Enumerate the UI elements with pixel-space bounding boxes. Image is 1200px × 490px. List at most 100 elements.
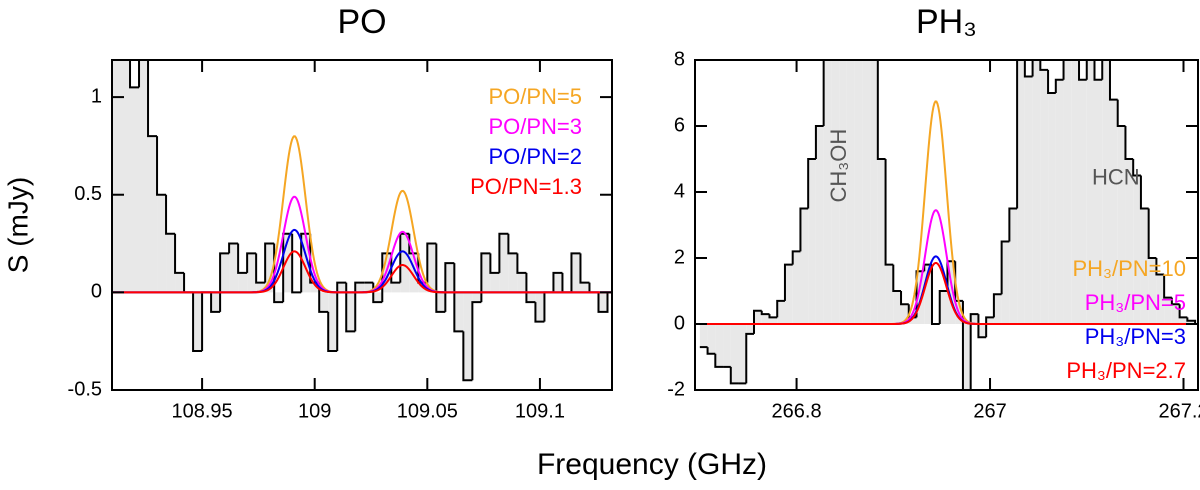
spectrum-step xyxy=(1093,60,1103,81)
spectrum-fill xyxy=(535,292,545,322)
spectrum-step xyxy=(228,242,239,254)
spectrum-fill xyxy=(1094,79,1103,324)
spectrum-fill xyxy=(526,292,536,303)
spectrum-fill xyxy=(481,253,491,293)
spectrum-step xyxy=(1016,60,1019,209)
spectrum-fill xyxy=(730,324,739,384)
spectrum-fill xyxy=(1109,99,1118,324)
spectrum-fill xyxy=(427,243,437,293)
spectrum-fill xyxy=(1063,60,1072,324)
spectrum-fill xyxy=(508,253,518,293)
spectrum-fill xyxy=(715,324,724,367)
spectrum-step xyxy=(1132,159,1141,177)
spectrum-step xyxy=(345,282,356,333)
spectrum-step xyxy=(543,291,554,322)
spectrum-step xyxy=(900,291,909,306)
spectrum-step xyxy=(318,282,329,313)
legend-label: PO/PN=3 xyxy=(488,114,582,139)
spectrum-fill xyxy=(1187,320,1196,324)
spectrum-step xyxy=(1170,297,1180,306)
spectrum-step xyxy=(426,242,437,283)
model-line xyxy=(112,250,612,294)
spectrum-fill xyxy=(854,60,863,324)
spectrum-step xyxy=(876,60,886,160)
spectrum-fill xyxy=(193,292,203,351)
spectrum-fill xyxy=(893,291,902,324)
spectrum-step xyxy=(453,263,464,333)
annotation: CH₃OH xyxy=(826,129,851,203)
spectrum-fill xyxy=(265,243,275,293)
spectrum-step xyxy=(892,264,902,292)
spectrum-step xyxy=(1085,60,1088,80)
spectrum-step xyxy=(783,263,793,301)
spectrum-fill xyxy=(472,292,482,303)
spectrum-step xyxy=(462,331,473,382)
x-tick-label: 109.05 xyxy=(397,400,458,422)
spectrum-fill xyxy=(754,310,762,324)
spectrum-step xyxy=(977,314,987,339)
spectrum-fill xyxy=(815,126,824,324)
spectrum-step xyxy=(507,233,518,255)
spectrum-step xyxy=(807,158,816,209)
spectrum-fill xyxy=(373,292,383,303)
spectrum-fill xyxy=(831,60,840,324)
spectrum-fill xyxy=(746,324,755,334)
y-tick-label: 0.5 xyxy=(74,183,102,205)
y-tick-label: 6 xyxy=(674,114,685,136)
spectrum-step xyxy=(579,253,590,284)
spectrum-fill xyxy=(993,294,1002,324)
legend-label: PH₃/PN=2.7 xyxy=(1066,358,1186,383)
axes-frame xyxy=(111,59,613,391)
spectrum-fill xyxy=(1055,79,1064,324)
axes-frame xyxy=(694,59,1199,391)
spectrum-fill xyxy=(175,272,185,293)
spectrum-fill xyxy=(157,194,167,293)
spectrum-step xyxy=(471,301,482,381)
spectrum-fill xyxy=(978,324,987,338)
spectrum-step xyxy=(1108,60,1118,101)
spectrum-step xyxy=(1062,60,1065,80)
spectrum-fill xyxy=(1102,60,1110,324)
spectrum-step xyxy=(814,125,824,159)
spectrum-fill xyxy=(166,233,176,293)
spectrum-step xyxy=(938,290,948,324)
spectrum-step xyxy=(129,60,140,89)
spectrum-step xyxy=(1155,258,1165,276)
spectrum-fill xyxy=(409,253,419,293)
spectrum-fill xyxy=(517,272,527,293)
spectrum-step xyxy=(776,299,785,318)
spectrum-step xyxy=(201,291,212,351)
spectrum-fill xyxy=(490,272,500,293)
spectrum-fill xyxy=(121,60,131,293)
spectrum-step xyxy=(435,243,446,313)
spectrum-step xyxy=(1054,78,1064,93)
y-tick-label: 0 xyxy=(91,281,102,303)
x-tick-label: 266.8 xyxy=(772,400,822,422)
spectrum-fill xyxy=(823,60,832,324)
spectrum-fill xyxy=(839,60,847,324)
spectrum-step xyxy=(210,292,221,313)
spectrum-fill xyxy=(571,253,581,293)
y-tick-label: 4 xyxy=(674,180,685,202)
spectrum-step xyxy=(961,300,971,390)
spectrum-step xyxy=(1023,60,1033,78)
spectrum-step xyxy=(1124,126,1134,160)
spectrum-fill xyxy=(598,292,608,312)
spectrum-step xyxy=(525,272,536,304)
spectrum-step xyxy=(183,272,194,294)
spectrum-fill xyxy=(784,264,793,324)
spectrum-fill xyxy=(238,272,248,293)
spectrum-fill xyxy=(256,282,266,293)
spectrum-fill xyxy=(283,233,293,293)
x-tick-label: 109 xyxy=(298,400,331,422)
spectrum-step xyxy=(1116,99,1126,127)
spectrum-fill xyxy=(445,263,455,293)
x-axis-label: Frequency (GHz) xyxy=(537,448,767,481)
spectrum-step xyxy=(165,194,176,235)
spectrum-fill xyxy=(1024,76,1033,324)
spectrum-fill xyxy=(761,314,770,324)
spectrum-fill xyxy=(1040,69,1049,325)
spectrum-step xyxy=(246,252,257,273)
spectrum-step xyxy=(1008,207,1018,242)
legend-label: PO/PN=2 xyxy=(488,144,582,169)
